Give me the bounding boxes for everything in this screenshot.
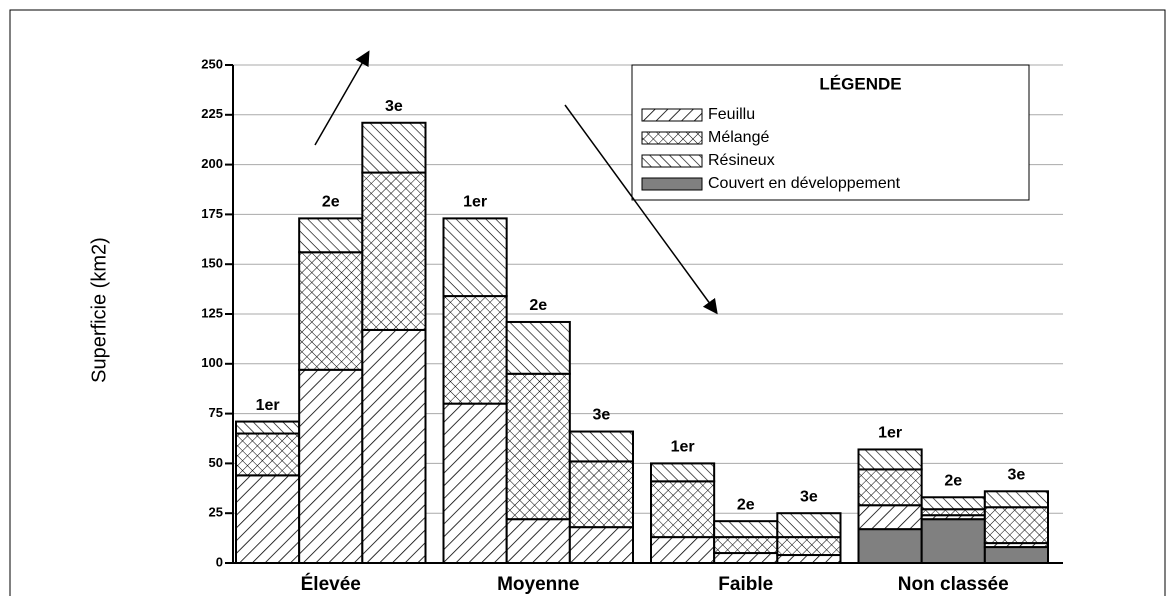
frame — [9, 9, 1166, 596]
bar-label: 2e — [944, 472, 962, 489]
bar-segment — [442, 402, 508, 565]
bar-segment — [298, 217, 364, 254]
y-axis-label: Superficie (km2) — [88, 237, 110, 383]
legend-swatch — [641, 131, 703, 145]
bar-segment — [650, 480, 716, 539]
bar-segment — [857, 528, 923, 564]
bar-segment — [505, 518, 571, 565]
legend-swatch — [641, 154, 703, 168]
bar-segment — [568, 430, 634, 463]
group-label: Élevée — [301, 573, 361, 595]
bar-label: 3e — [593, 407, 611, 424]
bar-segment — [505, 372, 571, 521]
group-label: Non classée — [898, 574, 1009, 595]
y-tick-label: 25 — [209, 505, 223, 520]
y-tick-label: 225 — [201, 106, 223, 121]
group-label: Faible — [718, 574, 773, 595]
bar-label: 2e — [322, 194, 340, 211]
bar-label: 1er — [878, 425, 902, 442]
legend-swatch — [641, 108, 703, 122]
y-tick-label: 75 — [209, 405, 223, 420]
bar-segment — [776, 536, 842, 557]
bar-segment — [983, 506, 1049, 545]
bar-segment — [235, 474, 301, 564]
legend-label: Couvert en développement — [708, 175, 901, 192]
group-label: Moyenne — [497, 574, 579, 595]
bar-label: 1er — [256, 397, 280, 414]
bar-segment — [442, 217, 508, 298]
bar-segment — [235, 420, 301, 435]
bar-label: 3e — [385, 98, 403, 115]
legend-title: LÉGENDE — [819, 74, 901, 93]
y-tick-label: 50 — [209, 455, 223, 470]
bar-segment — [776, 554, 842, 564]
bar-segment — [713, 552, 779, 564]
bar-segment — [361, 121, 427, 174]
bar-segment — [568, 460, 634, 529]
bar-segment — [298, 251, 364, 371]
bar-segment — [235, 432, 301, 477]
bar-segment — [983, 546, 1049, 565]
y-tick-label: 200 — [201, 156, 223, 171]
y-tick-label: 0 — [216, 554, 223, 569]
bar-segment — [713, 536, 779, 555]
y-tick-label: 100 — [201, 355, 223, 370]
bar-segment — [776, 512, 842, 539]
y-tick-label: 250 — [201, 56, 223, 71]
legend-label: Feuillu — [708, 106, 755, 123]
bar-segment — [857, 504, 923, 531]
bar-segment — [650, 462, 716, 483]
bar-segment — [361, 328, 427, 564]
bar-label: 3e — [800, 488, 818, 505]
legend-label: Mélangé — [708, 129, 769, 146]
bar-segment — [298, 368, 364, 564]
bar-segment — [857, 448, 923, 471]
y-tick-label: 175 — [201, 206, 223, 221]
bar-label: 1er — [463, 194, 487, 211]
arrow — [314, 50, 370, 146]
bar-segment — [568, 526, 634, 564]
bar-segment — [857, 468, 923, 507]
bar-segment — [505, 320, 571, 375]
bar-segment — [442, 295, 508, 405]
bar-segment — [983, 490, 1049, 509]
bar-segment — [713, 520, 779, 539]
bar-segment — [361, 171, 427, 331]
bar-segment — [920, 496, 986, 511]
bar-label: 1er — [671, 439, 695, 456]
legend-label: Résineux — [708, 152, 775, 169]
arrow — [564, 104, 718, 315]
y-tick-label: 125 — [201, 305, 223, 320]
bar-label: 2e — [529, 297, 547, 314]
bar-segment — [650, 536, 716, 565]
bar-segment — [920, 518, 986, 565]
bar-label: 2e — [737, 496, 755, 513]
bar-label: 3e — [1008, 467, 1026, 484]
y-tick-label: 150 — [201, 256, 223, 271]
legend-swatch — [641, 177, 703, 191]
